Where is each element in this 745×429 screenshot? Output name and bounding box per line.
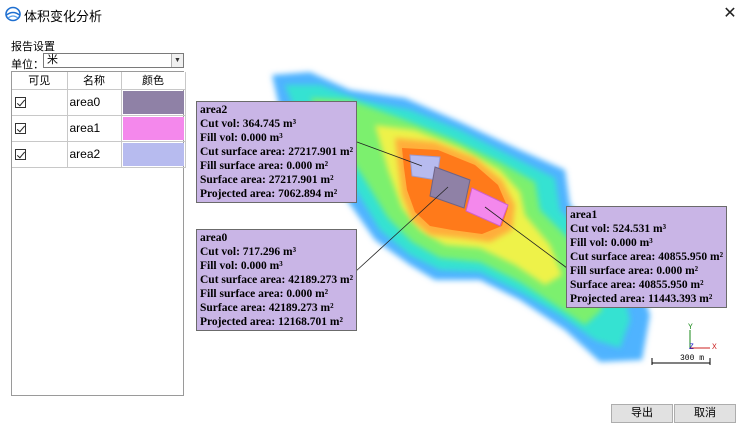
cut-vol: Cut vol: 364.745 m³ — [200, 118, 297, 130]
visible-checkbox[interactable] — [15, 96, 26, 108]
cut-vol: Cut vol: 524.531 m³ — [570, 223, 667, 235]
area2-callout: area2 Cut vol: 364.745 m³ Fill vol: 0.00… — [196, 101, 358, 203]
area-name-cell: area2 — [67, 141, 122, 168]
table-row[interactable]: area0 — [12, 89, 186, 116]
scale-bar-label: 300 m — [680, 354, 705, 363]
title-bar: 体积变化分析 ✕ — [0, 0, 745, 28]
terrain-map[interactable] — [190, 30, 745, 375]
unit-select[interactable]: 米 ▼ — [43, 53, 184, 68]
column-header-color[interactable]: 颜色 — [121, 72, 186, 90]
axis-y-label: Y — [688, 323, 693, 332]
color-cell[interactable] — [121, 115, 186, 142]
area0-leader — [354, 186, 449, 273]
color-swatch[interactable] — [122, 116, 184, 140]
app-logo-icon — [5, 6, 21, 22]
fill-surface-area: Fill surface area: 0.000 m² — [200, 160, 329, 172]
area0-polygon[interactable] — [429, 166, 471, 209]
axis-x-label: X — [712, 343, 717, 352]
visible-cell — [12, 141, 68, 168]
area-name-cell: area1 — [67, 115, 122, 142]
cut-surface-area: Cut surface area: 27217.901 m² — [200, 146, 354, 158]
area2-leader — [356, 141, 423, 167]
unit-label: 单位： — [11, 59, 44, 71]
export-button[interactable]: 导出 — [611, 404, 673, 423]
callout-title: area1 — [570, 209, 598, 221]
color-swatch[interactable] — [122, 142, 184, 166]
chevron-down-icon[interactable]: ▼ — [171, 54, 183, 67]
grid-header-row: 可见 名称 颜色 — [12, 72, 186, 90]
projected-area: Projected area: 7062.894 m² — [200, 188, 338, 200]
close-icon: ✕ — [723, 5, 737, 22]
fill-vol: Fill vol: 0.000 m³ — [200, 132, 283, 144]
cut-surface-area: Cut surface area: 42189.273 m² — [200, 274, 354, 286]
projected-area: Projected area: 12168.701 m² — [200, 316, 343, 328]
area1-leader — [484, 206, 568, 269]
callout-title: area0 — [200, 232, 228, 244]
color-cell[interactable] — [121, 89, 186, 116]
axis-z-label: Z — [689, 343, 694, 352]
visible-cell — [12, 115, 68, 142]
table-row[interactable]: area2 — [12, 141, 186, 168]
window-title: 体积变化分析 — [24, 9, 103, 24]
visible-checkbox[interactable] — [15, 148, 26, 160]
visible-checkbox[interactable] — [15, 122, 26, 134]
cut-vol: Cut vol: 717.296 m³ — [200, 246, 297, 258]
surface-area: Surface area: 42189.273 m² — [200, 302, 334, 314]
table-row[interactable]: area1 — [12, 115, 186, 142]
report-settings-label: 报告设置 — [11, 41, 55, 53]
close-button[interactable]: ✕ — [718, 2, 742, 24]
terrain-view[interactable] — [190, 30, 745, 375]
fill-surface-area: Fill surface area: 0.000 m² — [200, 288, 329, 300]
surface-area: Surface area: 40855.950 m² — [570, 279, 704, 291]
column-header-name[interactable]: 名称 — [67, 72, 122, 90]
area-grid: 可见 名称 颜色 area0 area1 area2 — [11, 71, 186, 396]
callout-title: area2 — [200, 104, 228, 116]
unit-select-value: 米 — [47, 54, 58, 66]
area-name-cell: area0 — [67, 89, 122, 116]
color-swatch[interactable] — [122, 90, 184, 114]
area1-callout: area1 Cut vol: 524.531 m³ Fill vol: 0.00… — [566, 206, 728, 308]
surface-area: Surface area: 27217.901 m² — [200, 174, 334, 186]
fill-vol: Fill vol: 0.000 m³ — [200, 260, 283, 272]
color-cell[interactable] — [121, 141, 186, 168]
cancel-button[interactable]: 取消 — [674, 404, 736, 423]
area0-callout: area0 Cut vol: 717.296 m³ Fill vol: 0.00… — [196, 229, 358, 331]
visible-cell — [12, 89, 68, 116]
fill-vol: Fill vol: 0.000 m³ — [570, 237, 653, 249]
column-header-visible[interactable]: 可见 — [12, 72, 68, 90]
projected-area: Projected area: 11443.393 m² — [570, 293, 713, 305]
fill-surface-area: Fill surface area: 0.000 m² — [570, 265, 699, 277]
cut-surface-area: Cut surface area: 40855.950 m² — [570, 251, 724, 263]
